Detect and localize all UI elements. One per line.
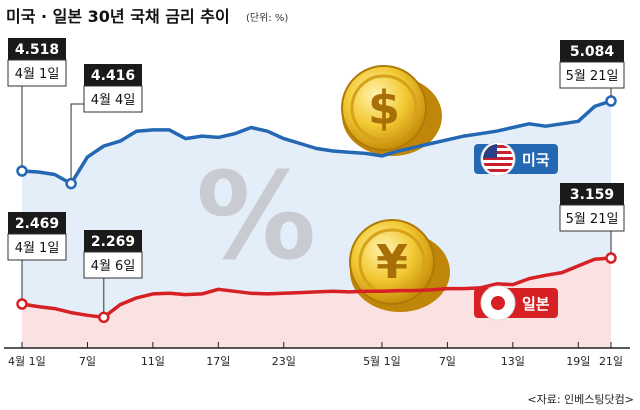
x-tick-label: 17일 [206,354,230,368]
callout-date-box [559,204,625,232]
callout-us_low: 4.416 4월 4일 [70,64,143,179]
callout-date-box [83,251,143,279]
us-series-area [22,101,611,348]
us-point-start [16,165,28,177]
callout-value: 3.159 [570,187,614,203]
callout-date: 4월 1일 [15,67,60,82]
callout-date: 5월 21일 [566,212,619,227]
jp-series-area [22,258,611,348]
x-tick-label: 11일 [141,354,165,368]
x-tick-label: 21일 [599,354,623,368]
callout-us_end: 5.084 5월 21일 [559,40,625,96]
callout-value: 4.416 [91,68,135,84]
x-tick-label: 4월 1일 [8,354,46,368]
jp-point-start [16,298,28,310]
us-point-end [605,95,617,107]
callout-date: 4월 6일 [91,259,136,274]
callout-jp_start: 2.469 4월 1일 [7,212,67,299]
x-tick-label: 7일 [79,354,96,368]
callout-date-box [7,59,67,87]
dollar-coin-icon: $ [341,65,442,156]
callout-value-box [8,212,66,234]
callout-value-box [8,38,66,60]
callout-value: 5.084 [570,44,615,60]
callout-value-box [84,64,142,86]
callout-value-box [84,230,142,252]
japan-flag-icon [480,285,516,321]
callout-date-box [7,233,67,261]
us-flag-icon [480,141,516,177]
x-tick-label: 19일 [566,354,590,368]
yen-symbol: ¥ [376,235,408,289]
x-tick-label: 7일 [439,354,456,368]
unit-label: (단위: %) [246,11,288,24]
callout-value-box [560,183,624,205]
jp-point-end [605,252,617,264]
us-series-line [21,99,612,186]
x-tick-label: 23일 [272,354,296,368]
x-tick-label: 5월 1일 [363,354,401,368]
chart-title: 미국 · 일본 30년 국채 금리 추이 [6,7,230,26]
callout-leader [70,103,84,179]
source-note: <자료: 인베스팅닷컴> [527,393,634,406]
callout-date: 4월 4일 [91,93,136,108]
callout-value: 2.269 [91,234,135,250]
legend-jp: 일본 [474,285,558,321]
callout-jp_end: 3.159 5월 21일 [559,183,625,253]
percent-watermark: % [196,148,316,287]
callout-date-box [83,85,143,113]
us-point-low [65,177,77,190]
callout-jp_low: 2.269 4월 6일 [83,230,143,313]
jp-series-line [21,256,612,320]
callout-date: 4월 1일 [15,241,60,256]
legend-us-label: 미국 [522,151,550,169]
callout-us_start: 4.518 4월 1일 [7,38,67,166]
dollar-symbol: $ [368,81,400,135]
callout-date-box [559,61,625,89]
callout-value: 4.518 [15,42,59,58]
callout-value-box [560,40,624,62]
legend-jp-label: 일본 [522,295,550,313]
x-tick-label: 13일 [501,354,525,368]
callout-value: 2.469 [15,216,59,232]
jp-point-low [98,311,110,324]
callout-date: 5월 21일 [566,69,619,84]
legend-us: 미국 [474,141,558,177]
